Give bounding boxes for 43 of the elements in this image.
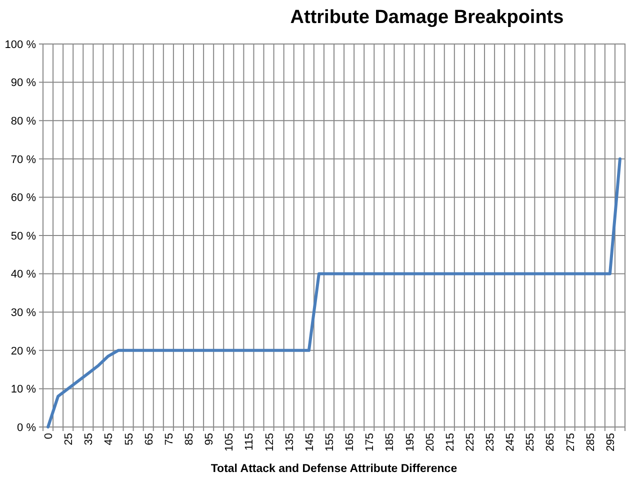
x-tick-label: 235 (484, 433, 497, 452)
x-tick-label: 285 (584, 433, 597, 452)
y-tick-label: 50 % (10, 230, 36, 242)
x-tick-label: 45 (103, 433, 116, 446)
x-tick-label: 75 (163, 433, 176, 446)
y-tick-label: 20 % (10, 345, 36, 358)
x-tick-label: 105 (224, 433, 236, 452)
x-tick-label: 275 (564, 433, 577, 452)
x-tick-label: 115 (244, 433, 256, 451)
y-tick-label: 40 % (10, 268, 36, 281)
y-tick-label: 100 % (4, 38, 36, 51)
x-tick-label: 135 (284, 433, 296, 452)
line-series (46, 157, 622, 428)
x-tick-label: 215 (444, 433, 456, 452)
x-tick-label: 175 (364, 433, 376, 452)
x-tick-label: 95 (204, 433, 216, 446)
x-tick-label: 165 (344, 433, 356, 452)
y-tick-label: 70 % (10, 154, 36, 166)
x-tick-label: 225 (464, 433, 476, 452)
y-tick-label: 10 % (10, 384, 36, 396)
y-tick-label: 0 % (17, 422, 36, 434)
y-tick-label: 30 % (10, 306, 36, 319)
x-tick-label: 255 (524, 433, 537, 452)
y-tick-label: 80 % (10, 115, 36, 128)
x-tick-label: 245 (504, 433, 517, 452)
x-tick-label: 55 (123, 433, 136, 446)
x-tick-label: 145 (304, 433, 316, 452)
x-tick-label: 155 (324, 433, 336, 452)
x-tick-label: 265 (544, 433, 557, 452)
x-tick-label: 125 (264, 433, 276, 452)
chart-title: Attribute Damage Breakpoints (290, 7, 564, 28)
x-tick-label: 65 (143, 433, 156, 446)
x-tick-label: 25 (63, 433, 76, 446)
x-tick-label: 0 (43, 433, 56, 440)
y-tick-label: 60 % (10, 192, 36, 204)
x-tick-label: 185 (384, 433, 396, 452)
x-tick-label: 295 (604, 433, 617, 452)
x-tick-label: 85 (184, 433, 196, 446)
x-tick-label: 35 (83, 433, 96, 446)
x-axis-title: Total Attack and Defense Attribute Difference (210, 463, 458, 475)
x-tick-label: 195 (404, 433, 416, 452)
y-tick-label: 90 % (10, 77, 36, 90)
x-tick-label: 205 (424, 433, 436, 452)
